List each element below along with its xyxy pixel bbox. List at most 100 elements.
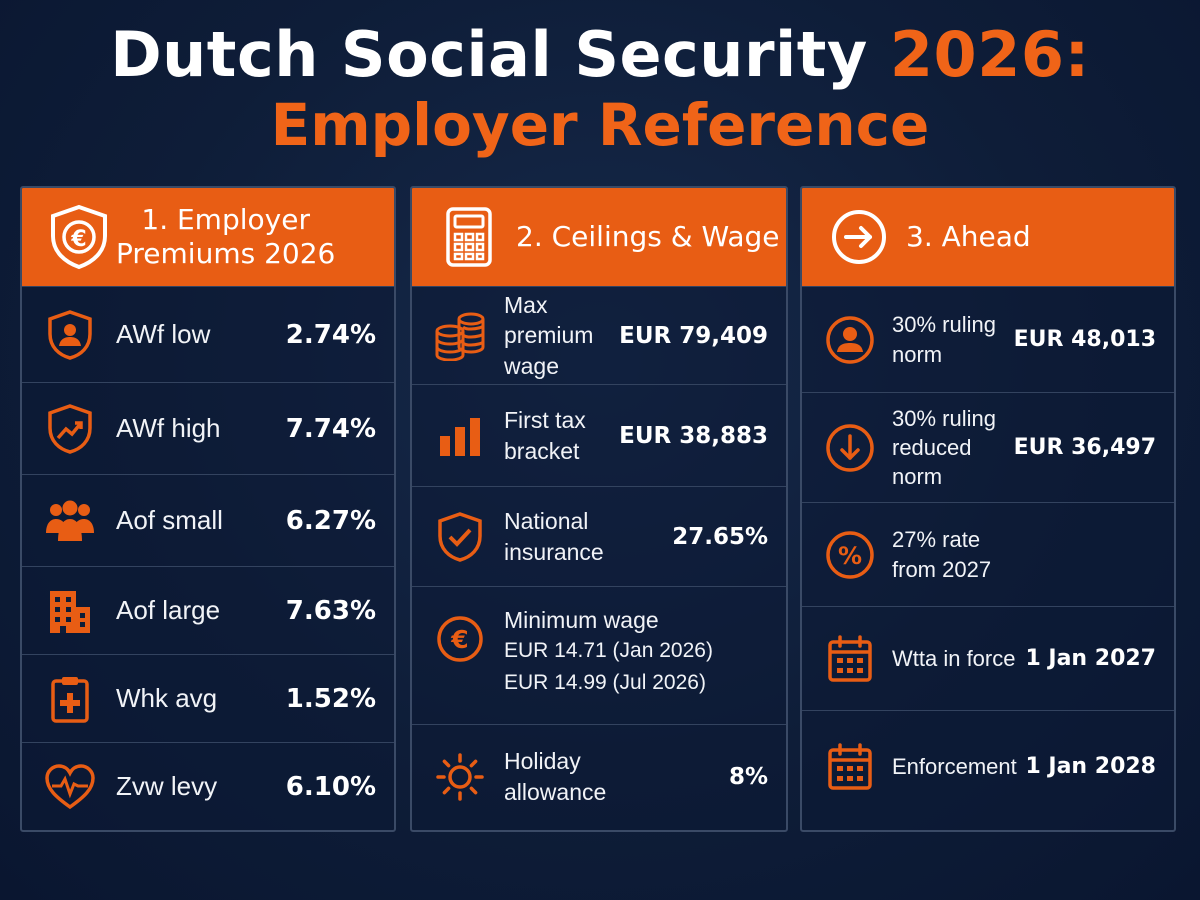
check-shield-icon [434,511,486,563]
row-value: 6.10% [285,771,376,802]
label-line-2: from 2027 [892,556,992,582]
panel-heading: 2. Ceilings & Wage [516,219,780,253]
panel-heading: 1. Employer Premiums 2026 [116,203,335,271]
label-line-1: First tax [504,407,586,434]
panel-ceilings-wage: 2. Ceilings & Wage Max premium wage EUR 7… [410,186,788,832]
label-line-1: Max premium [504,291,594,349]
svg-text:%: % [838,542,862,570]
row-label: 30% ruling norm [876,310,1014,368]
euro-shield-icon: € [46,204,112,270]
ahead-row-rate-2027: % 27% rate from 2027 [802,502,1174,606]
label-line-1: 30% ruling [892,405,996,431]
row-value: EUR 36,497 [1013,435,1156,460]
label-line-1: National [504,508,589,535]
ceiling-row-national-insurance: National insurance 27.65% [412,486,786,586]
heart-pulse-icon [44,761,96,813]
svg-text:€: € [70,227,86,252]
ahead-row-wtta-in-force: Wtta in force 1 Jan 2027 [802,606,1174,710]
premium-row-zvw-levy: Zvw levy 6.10% [22,742,394,830]
row-label: Whk avg [116,683,218,713]
people-group-icon [44,495,96,547]
label-line-1: Holiday [504,748,581,775]
title-line-2: Employer Reference [270,91,930,160]
label-line-2: bracket [504,437,580,464]
label-line-2: EUR 14.71 (Jan 2026) [504,639,713,663]
heading-line-2: Premiums 2026 [116,237,336,270]
row-value: 2.74% [285,319,376,350]
row-label: Minimum wage EUR 14.71 (Jan 2026) EUR 14… [486,605,768,698]
person-shield-icon [44,309,96,361]
calendar-icon [824,633,876,685]
label-line-1: Wtta in force [892,645,1016,671]
svg-text:€: € [450,625,468,654]
arrow-down-circle-icon [824,422,876,474]
row-label: AWf high [116,413,221,443]
premium-row-awf-low: AWf low 2.74% [22,286,394,382]
title-accent-text: 2026: [889,18,1090,91]
label-line-1: Minimum wage [504,607,659,633]
row-label: Max premium wage [486,290,619,381]
panel-header: 2. Ceilings & Wage [412,188,786,286]
page-title: Dutch Social Security 2026: Employer Ref… [0,22,1200,156]
panel-header: € 1. Employer Premiums 2026 [22,188,394,286]
label-line-1: 27% rate [892,527,981,553]
ceiling-row-holiday-allowance: Holiday allowance 8% [412,724,786,828]
euro-coin-icon: € [434,613,486,665]
row-value: 27.65% [672,523,768,550]
calendar-icon [824,741,876,793]
row-value: 7.74% [285,413,376,444]
panel-employer-premiums: € 1. Employer Premiums 2026 AWf low 2.74… [20,186,396,832]
calculator-icon [436,204,502,270]
panel-ahead: 3. Ahead 30% ruling norm EUR 48,013 30% … [800,186,1176,832]
ceiling-row-minimum-wage: € Minimum wage EUR 14.71 (Jan 2026) EUR … [412,586,786,724]
building-icon [44,585,96,637]
row-label: Aof small [116,505,223,535]
row-value: 1 Jan 2027 [1025,646,1156,671]
row-value: 1 Jan 2028 [1025,754,1156,779]
premium-row-aof-small: Aof small 6.27% [22,474,394,566]
premium-row-awf-high: AWf high 7.74% [22,382,394,474]
row-value: 1.52% [285,683,376,714]
row-label: 27% rate from 2027 [876,525,1156,583]
panel-header: 3. Ahead [802,188,1174,286]
row-label: National insurance [486,506,672,567]
row-label: Aof large [116,595,221,625]
panel-heading: 3. Ahead [906,219,1031,253]
row-label: Zvw levy [116,771,218,801]
row-label: AWf low [116,319,211,349]
row-label: First tax bracket [486,405,619,466]
ahead-row-reduced-norm: 30% ruling reduced norm EUR 36,497 [802,392,1174,502]
ahead-row-enforcement: Enforcement 1 Jan 2028 [802,710,1174,822]
row-label: Holiday allowance [486,746,729,807]
label-line-1: 30% ruling norm [892,312,996,367]
premium-row-whk-avg: Whk avg 1.52% [22,654,394,742]
row-label: 30% ruling reduced norm [876,404,1014,491]
row-label: Wtta in force [876,644,1025,673]
ceiling-row-first-tax-bracket: First tax bracket EUR 38,883 [412,384,786,486]
ahead-row-ruling-norm: 30% ruling norm EUR 48,013 [802,286,1174,392]
label-line-2: allowance [504,778,607,805]
trend-shield-icon [44,403,96,455]
row-label: Enforcement [876,752,1025,781]
label-line-2: reduced norm [892,434,972,490]
heading-line-1: 1. Employer [141,202,310,236]
label-line-2: wage [504,352,559,379]
row-value: EUR 38,883 [619,422,768,449]
percent-circle-icon: % [824,529,876,581]
label-line-1: Enforcement [892,753,1017,779]
bar-chart-icon [434,410,486,462]
coin-stack-icon [434,310,486,362]
row-value: 7.63% [285,595,376,626]
ceiling-row-max-premium-wage: Max premium wage EUR 79,409 [412,286,786,384]
label-line-2: insurance [504,538,604,565]
sun-icon [434,751,486,803]
premium-row-aof-large: Aof large 7.63% [22,566,394,654]
row-value: 6.27% [285,505,376,536]
medical-clipboard-icon [44,673,96,725]
row-value: EUR 79,409 [619,322,768,349]
row-value: EUR 48,013 [1013,327,1156,352]
row-value: 8% [728,763,768,790]
person-circle-icon [824,314,876,366]
arrow-right-circle-icon [826,204,892,270]
title-main-text: Dutch Social Security [110,18,868,91]
